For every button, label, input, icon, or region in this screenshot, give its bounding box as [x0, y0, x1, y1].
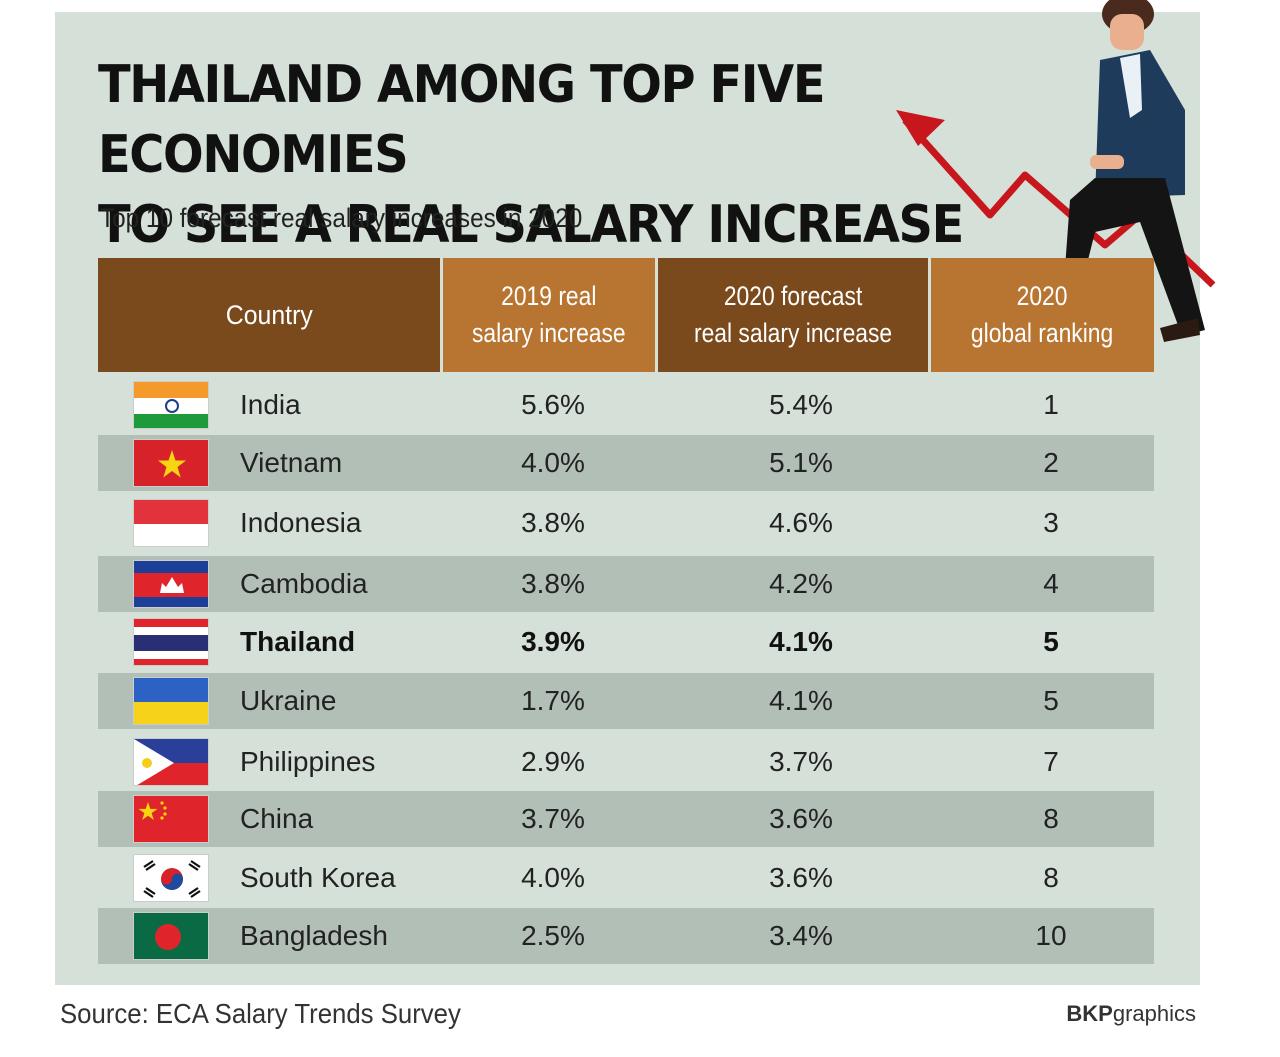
global-rank-value: 7	[1043, 746, 1059, 777]
thailand-flag-icon	[133, 618, 209, 666]
salary-2020-forecast-value: 4.2%	[769, 568, 833, 599]
global-rank-value: 8	[1043, 862, 1059, 893]
salary-2020-forecast-value: 4.1%	[769, 626, 833, 657]
salary-2020-forecast-value: 3.6%	[769, 803, 833, 834]
table-row: China 3.7% 3.6% 8	[98, 791, 1154, 847]
salary-2019-value: 4.0%	[521, 447, 585, 478]
title-line-2: TO SEE A REAL SALARY INCREASE	[98, 195, 964, 255]
salary-2019-value: 2.9%	[521, 746, 585, 777]
table-row: Indonesia 3.8% 4.6% 3	[98, 495, 1154, 551]
salary-2019-value: 3.8%	[521, 507, 585, 538]
salary-2020-forecast-value: 4.1%	[769, 685, 833, 716]
salary-2019-value: 5.6%	[521, 389, 585, 420]
global-rank-value: 1	[1043, 389, 1059, 420]
salary-2019-value: 3.9%	[521, 626, 585, 657]
credit-logo: BKPgraphics	[1066, 1001, 1196, 1026]
global-rank-value: 2	[1043, 447, 1059, 478]
global-rank-value: 5	[1043, 685, 1059, 716]
vietnam-flag-icon	[133, 439, 209, 487]
header-2019-real-salary: 2019 real salary increase	[443, 258, 655, 372]
table-row: Vietnam 4.0% 5.1% 2	[98, 435, 1154, 491]
global-rank-value: 10	[1035, 920, 1067, 951]
china-flag-icon	[133, 795, 209, 843]
table-row: Thailand 3.9% 4.1% 5	[98, 614, 1154, 670]
header-2020-ranking: 2020 global ranking	[931, 258, 1154, 372]
salary-2019-value: 4.0%	[521, 862, 585, 893]
header-2020-forecast: 2020 forecast real salary increase	[658, 258, 928, 372]
subtitle: Top 10 forecast real salary increases in…	[100, 203, 583, 233]
arrow-head-icon	[896, 110, 945, 146]
salary-2020-forecast-value: 3.4%	[769, 920, 833, 951]
country-name: Cambodia	[240, 568, 368, 599]
table-row: Bangladesh 2.5% 3.4% 10	[98, 908, 1154, 964]
south-korea-flag-icon	[133, 854, 209, 902]
indonesia-flag-icon	[133, 499, 209, 547]
salary-2019-value: 3.7%	[521, 803, 585, 834]
country-name: India	[240, 389, 301, 420]
cambodia-flag-icon	[133, 560, 209, 608]
page-title: THAILAND AMONG TOP FIVE ECONOMIES TO SEE…	[98, 50, 1027, 260]
salary-2019-value: 1.7%	[521, 685, 585, 716]
table-row: India 5.6% 5.4% 1	[98, 377, 1154, 433]
salary-2020-forecast-value: 5.4%	[769, 389, 833, 420]
philippines-flag-icon	[133, 738, 209, 786]
country-name: Bangladesh	[240, 920, 388, 951]
salary-2019-value: 3.8%	[521, 568, 585, 599]
country-name: China	[240, 803, 314, 834]
bangladesh-flag-icon	[133, 912, 209, 960]
table-row: Cambodia 3.8% 4.2% 4	[98, 556, 1154, 612]
global-rank-value: 4	[1043, 568, 1059, 599]
country-name: South Korea	[240, 862, 396, 893]
salary-2019-value: 2.5%	[521, 920, 585, 951]
country-name: Ukraine	[240, 685, 337, 716]
salary-2020-forecast-value: 5.1%	[769, 447, 833, 478]
table-row: Philippines 2.9% 3.7% 7	[98, 734, 1154, 790]
table-row: Ukraine 1.7% 4.1% 5	[98, 673, 1154, 729]
table-row: South Korea 4.0% 3.6% 8	[98, 850, 1154, 906]
source-note: Source: ECA Salary Trends Survey	[60, 998, 461, 1029]
ukraine-flag-icon	[133, 677, 209, 725]
country-name: Vietnam	[240, 447, 343, 478]
salary-2020-forecast-value: 3.7%	[769, 746, 833, 777]
country-name: Indonesia	[240, 507, 362, 538]
global-rank-value: 8	[1043, 803, 1059, 834]
global-rank-value: 3	[1043, 507, 1059, 538]
salary-2020-forecast-value: 3.6%	[769, 862, 833, 893]
country-name: Thailand	[240, 626, 356, 657]
title-line-1: THAILAND AMONG TOP FIVE ECONOMIES	[98, 55, 826, 185]
country-name: Philippines	[240, 746, 376, 777]
header-country: Country	[98, 258, 440, 372]
global-rank-value: 5	[1043, 626, 1059, 657]
india-flag-icon	[133, 381, 209, 429]
salary-2020-forecast-value: 4.6%	[769, 507, 833, 538]
